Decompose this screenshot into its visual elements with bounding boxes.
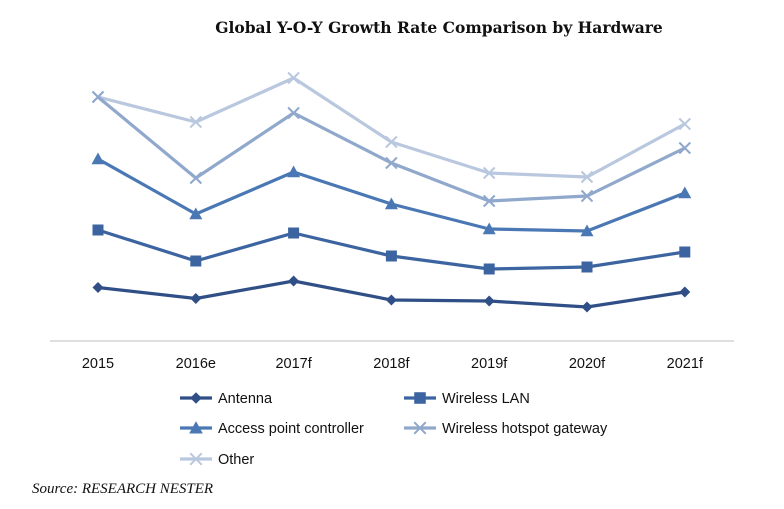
x-axis-ticks: 2015 2016e 2017f 2018f 2019f 2020f 2021f [82,356,704,372]
data-point [287,106,300,120]
data-point [384,197,398,210]
legend-item: Access point controller [180,421,364,437]
data-point [288,275,300,287]
x-tick-label: 2016e [176,356,216,372]
data-point [189,171,203,185]
data-point [385,135,398,149]
legend-item: Wireless LAN [404,391,530,407]
data-point [483,295,495,307]
data-point [482,166,496,180]
data-point [385,294,397,306]
legend-marker [413,421,427,435]
data-point [190,255,202,267]
data-point [189,207,203,220]
data-point [580,224,594,237]
legend-label: Wireless LAN [442,391,530,407]
data-point [580,170,594,184]
chart-title: Global Y-O-Y Growth Rate Comparison by H… [215,18,663,37]
series-line [97,228,686,271]
data-point [91,152,105,165]
series-access-point-controller [91,152,692,237]
data-point [482,222,496,235]
data-point [385,156,398,170]
data-point [581,261,593,273]
legend-marker [414,392,426,404]
data-point [679,246,691,258]
legend: Antenna Wireless LAN Access point controll… [180,391,608,468]
data-point [189,115,203,129]
data-point [92,224,104,236]
series-wireless-hotspot-gateway [91,90,692,208]
legend-label: Access point controller [218,421,364,437]
series-group [91,71,692,313]
data-point [581,301,593,313]
data-point [92,282,104,293]
series-wireless-lan [92,224,691,275]
data-point [482,194,496,208]
series-antenna [92,275,691,313]
legend-marker [189,421,203,434]
legend-marker [189,452,203,466]
data-point [678,117,692,131]
x-tick-label: 2019f [471,356,508,372]
data-point [678,186,692,199]
data-point [287,165,301,178]
data-point [679,286,691,298]
legend-item: Other [180,452,254,468]
data-point [580,189,594,203]
data-point [190,293,202,304]
legend-label: Wireless hotspot gateway [442,421,608,437]
x-tick-label: 2015 [82,356,114,372]
legend-label: Antenna [218,391,273,407]
data-point [678,141,692,155]
legend-item: Antenna [180,391,273,407]
data-point [91,90,105,104]
x-tick-label: 2020f [569,356,606,372]
x-tick-label: 2017f [275,356,312,372]
legend-item: Wireless hotspot gateway [404,421,608,437]
legend-label: Other [218,452,254,468]
data-point [385,250,397,262]
x-tick-label: 2021f [667,356,704,372]
x-tick-label: 2018f [373,356,410,372]
source-note: Source: RESEARCH NESTER [32,481,214,497]
data-point [288,227,300,239]
data-point [287,71,300,85]
legend-marker [190,392,202,404]
data-point [483,263,495,275]
series-line [96,95,686,203]
